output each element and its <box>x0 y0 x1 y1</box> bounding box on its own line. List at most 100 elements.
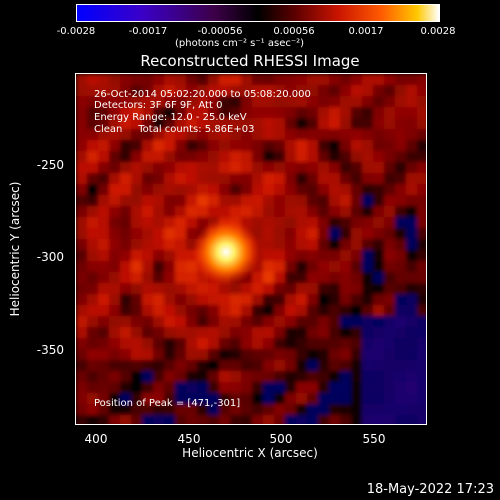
heatmap-cell <box>373 272 385 284</box>
heatmap-cell <box>164 349 176 361</box>
heatmap-cell <box>307 195 319 207</box>
heatmap-cell <box>307 96 319 108</box>
heatmap-cell <box>362 283 374 295</box>
heatmap-cell <box>131 206 143 218</box>
heatmap-cell <box>109 371 121 383</box>
heatmap-cell <box>384 162 396 174</box>
heatmap-cell <box>285 294 297 306</box>
heatmap-cell <box>186 360 198 372</box>
heatmap-cell <box>197 360 209 372</box>
heatmap-cell <box>318 162 330 174</box>
heatmap-cell <box>340 382 352 394</box>
heatmap-cell <box>296 74 308 86</box>
heatmap-cell <box>307 415 319 424</box>
heatmap-cell <box>153 404 165 416</box>
heatmap-cell <box>340 283 352 295</box>
heatmap-cell <box>263 206 275 218</box>
heatmap-cell <box>186 140 198 152</box>
heatmap-cell <box>373 316 385 328</box>
heatmap-cell <box>263 272 275 284</box>
heatmap-cell <box>318 96 330 108</box>
heatmap-cell <box>120 206 132 218</box>
heatmap-cell <box>98 206 110 218</box>
heatmap-cell <box>241 371 253 383</box>
heatmap-cell <box>241 283 253 295</box>
heatmap-cell <box>351 250 363 262</box>
heatmap-cell <box>417 294 426 306</box>
heatmap-cell <box>362 338 374 350</box>
heatmap-cell <box>274 239 286 251</box>
heatmap-cell <box>153 206 165 218</box>
heatmap-cell <box>186 74 198 86</box>
heatmap-cell <box>153 74 165 86</box>
heatmap-cell <box>197 338 209 350</box>
heatmap-cell <box>142 415 154 424</box>
heatmap-cell <box>274 107 286 119</box>
heatmap-cell <box>263 305 275 317</box>
heatmap-cell <box>318 173 330 185</box>
heatmap-cell <box>164 173 176 185</box>
heatmap-cell <box>362 349 374 361</box>
heatmap-cell <box>98 162 110 174</box>
heatmap-cell <box>208 206 220 218</box>
heatmap-cell <box>131 283 143 295</box>
heatmap-cell <box>395 338 407 350</box>
heatmap-cell <box>384 96 396 108</box>
heatmap-cell <box>175 294 187 306</box>
heatmap-cell <box>329 140 341 152</box>
heatmap-cell <box>340 294 352 306</box>
heatmap-cell <box>263 118 275 130</box>
heatmap-cell <box>175 195 187 207</box>
heatmap-cell <box>417 349 426 361</box>
heatmap-cell <box>395 129 407 141</box>
heatmap-cell <box>175 261 187 273</box>
heatmap-cell <box>373 250 385 262</box>
heatmap-cell <box>219 129 231 141</box>
heatmap-cell <box>87 250 99 262</box>
heatmap-cell <box>417 404 426 416</box>
heatmap-cell <box>373 415 385 424</box>
heatmap-cell <box>98 184 110 196</box>
heatmap-cell <box>241 173 253 185</box>
heatmap-cell <box>120 338 132 350</box>
heatmap-cell <box>186 382 198 394</box>
heatmap-cell <box>351 261 363 273</box>
heatmap-cell <box>329 129 341 141</box>
heatmap-cell <box>109 404 121 416</box>
heatmap-cell <box>131 316 143 328</box>
heatmap-cell <box>384 404 396 416</box>
heatmap-cell <box>87 360 99 372</box>
heatmap-cell <box>230 74 242 86</box>
heatmap-cell <box>175 206 187 218</box>
heatmap-cell <box>87 393 99 405</box>
heatmap-cell <box>230 415 242 424</box>
heatmap-cell <box>296 217 308 229</box>
heatmap-cell <box>219 327 231 339</box>
heatmap-cell <box>109 74 121 86</box>
heatmap-cell <box>131 393 143 405</box>
heatmap-cell <box>131 129 143 141</box>
heatmap-cell <box>351 140 363 152</box>
heatmap-cell <box>417 74 426 86</box>
heatmap-cell <box>362 173 374 185</box>
heatmap-cell <box>164 129 176 141</box>
colorbar-tick: 0.00056 <box>273 26 315 37</box>
heatmap-cell <box>340 151 352 163</box>
heatmap-cell <box>142 184 154 196</box>
heatmap-cell <box>109 327 121 339</box>
heatmap-cell <box>274 140 286 152</box>
heatmap-cell <box>307 250 319 262</box>
heatmap-cell <box>373 206 385 218</box>
heatmap-cell <box>98 404 110 416</box>
heatmap-cell <box>373 228 385 240</box>
heatmap-cell <box>241 107 253 119</box>
heatmap-cell <box>87 96 99 108</box>
heatmap-cell <box>131 305 143 317</box>
heatmap-cell <box>351 195 363 207</box>
heatmap-cell <box>263 294 275 306</box>
heatmap-cell <box>373 129 385 141</box>
heatmap-cell <box>219 382 231 394</box>
heatmap-cell <box>263 338 275 350</box>
heatmap-cell <box>120 107 132 119</box>
heatmap-cell <box>87 129 99 141</box>
